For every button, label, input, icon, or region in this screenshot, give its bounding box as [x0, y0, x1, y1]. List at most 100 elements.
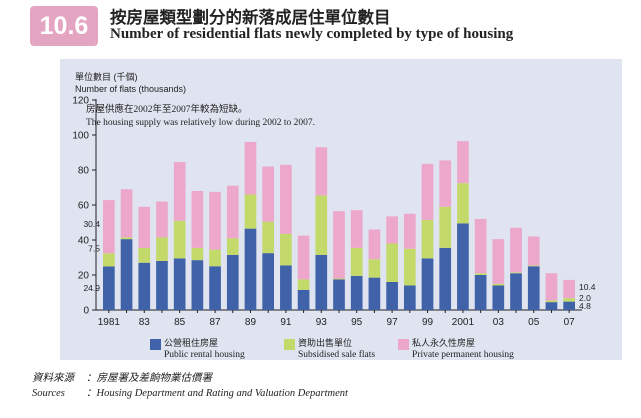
data-label-first-year: 24.9	[83, 283, 100, 293]
y-tick-label: 40	[78, 236, 90, 247]
y-tick-label: 0	[83, 306, 89, 317]
y-tick-label: 80	[78, 166, 90, 177]
bar-segment-series-3	[120, 189, 133, 238]
bar-segment-series-3	[386, 216, 398, 244]
x-tick-label: 05	[528, 317, 540, 328]
sources-text-chinese: ：房屋署及差餉物業估價署	[86, 373, 212, 384]
legend-swatch-series-1	[150, 339, 161, 350]
bar-segment-series-2	[350, 247, 363, 276]
bar-segment-series-2	[492, 283, 505, 286]
bar-segment-series-2	[333, 278, 345, 280]
bar-segment-series-2	[244, 194, 257, 229]
bar-segment-series-2	[368, 259, 381, 278]
bar-segment-series-1	[173, 258, 186, 311]
x-tick-label: 89	[245, 317, 257, 328]
bar-segment-series-2	[156, 237, 168, 262]
bar-segment-series-2	[280, 233, 292, 266]
legend-swatch-series-3	[398, 339, 409, 350]
bar-segment-series-2	[226, 238, 239, 255]
bar-segment-series-2	[315, 195, 328, 255]
bar-segment-series-2	[510, 272, 522, 274]
bar-segment-series-2	[262, 221, 275, 254]
sources-row-english: Sources ：Housing Department and Rating an…	[32, 386, 348, 401]
bar-segment-series-1	[563, 301, 575, 310]
bar-segment-series-2	[421, 219, 434, 259]
bar-segment-series-2	[474, 273, 487, 275]
bar-segment-series-3	[103, 200, 115, 254]
bar-segment-series-3	[191, 191, 204, 248]
figure-number-badge: 10.6	[30, 6, 98, 46]
x-tick-label: 99	[422, 317, 434, 328]
bar-segment-series-1	[120, 239, 133, 311]
legend-label-english: Public rental housing	[164, 350, 245, 360]
x-tick-label: 87	[210, 317, 222, 328]
y-tick-label: 20	[78, 271, 90, 282]
bar-segment-series-2	[403, 248, 416, 286]
data-labels-group: 24.9 7.5 30.4 4.82.010.4	[83, 219, 595, 311]
bar-segment-series-2	[439, 206, 452, 248]
bar-segment-series-1	[103, 266, 115, 310]
bar-segment-series-2	[527, 265, 540, 267]
chart-title-english: Number of residential flats newly comple…	[110, 26, 514, 42]
bar-segment-series-3	[280, 164, 292, 234]
legend-label-english: Private permanent housing	[412, 350, 514, 360]
bar-segment-series-2	[191, 247, 204, 261]
y-axis-label-chinese: 單位數目 (千個)	[75, 71, 138, 82]
bar-segment-series-1	[527, 266, 540, 310]
bar-segment-series-1	[510, 273, 522, 310]
bar-segment-series-3	[262, 166, 275, 222]
bar-segment-series-3	[226, 185, 239, 239]
bar-segment-series-3	[350, 210, 363, 248]
x-tick-label: 85	[174, 317, 186, 328]
bar-segment-series-2	[386, 243, 398, 282]
bar-segment-series-1	[297, 289, 310, 311]
bar-segment-series-3	[403, 213, 416, 249]
x-tick-label: 03	[493, 317, 505, 328]
bar-segment-series-3	[563, 279, 575, 299]
y-tick-label: 60	[78, 201, 90, 212]
bar-segment-series-1	[368, 277, 381, 311]
bar-segment-series-3	[315, 147, 328, 196]
bar-segment-series-3	[474, 219, 487, 274]
bar-segment-series-2	[120, 237, 133, 240]
data-label-last-year: 4.8	[579, 301, 591, 311]
bar-segment-series-2	[173, 220, 186, 259]
bar-segment-series-3	[457, 141, 469, 184]
x-tick-label: 83	[139, 317, 151, 328]
bars-group	[103, 141, 575, 311]
x-tick-label: 07	[564, 317, 576, 328]
bar-segment-series-1	[386, 282, 398, 310]
bar-segment-series-3	[545, 273, 558, 301]
data-label-last-year: 10.4	[579, 282, 596, 292]
bar-segment-series-1	[333, 279, 345, 311]
sources-text-english: ：Housing Department and Rating and Valua…	[86, 388, 348, 399]
bar-segment-series-1	[350, 275, 363, 311]
bar-segment-series-2	[209, 249, 221, 267]
bar-segment-series-2	[297, 279, 310, 290]
data-label-last-year: 2.0	[579, 293, 591, 303]
legend-label-chinese: 公營租住房屋	[164, 337, 218, 348]
bar-segment-series-3	[297, 235, 310, 280]
legend-swatch-series-2	[284, 339, 295, 350]
bar-segment-series-3	[492, 239, 505, 284]
bar-segment-series-3	[510, 227, 522, 273]
bar-segment-series-2	[545, 300, 558, 303]
annotation-chinese: 房屋供應在2002年至2007年較為短缺。	[86, 103, 248, 115]
bar-segment-series-2	[138, 247, 151, 263]
bar-segment-series-3	[209, 191, 221, 250]
bar-segment-series-1	[262, 253, 275, 311]
bar-segment-series-1	[138, 262, 151, 310]
x-tick-label: 91	[280, 317, 292, 328]
annotation-english: The housing supply was relatively low du…	[86, 118, 315, 128]
legend-label-chinese: 私人永久性房屋	[412, 337, 475, 348]
bar-segment-series-1	[315, 254, 328, 311]
bar-segment-series-3	[333, 211, 345, 279]
sources-label-english: Sources	[32, 388, 65, 399]
sources-note: 資料來源 ：房屋署及差餉物業估價署 Sources ：Housing Departm…	[32, 371, 348, 401]
bar-segment-series-3	[156, 201, 168, 238]
bar-segment-series-1	[545, 302, 558, 311]
chart-panel: 單位數目 (千個) Number of flats (thousands) 房屋…	[60, 59, 622, 360]
x-tick-label: 1981	[98, 317, 121, 328]
x-tick-label: 95	[351, 317, 363, 328]
bar-segment-series-2	[103, 253, 115, 267]
